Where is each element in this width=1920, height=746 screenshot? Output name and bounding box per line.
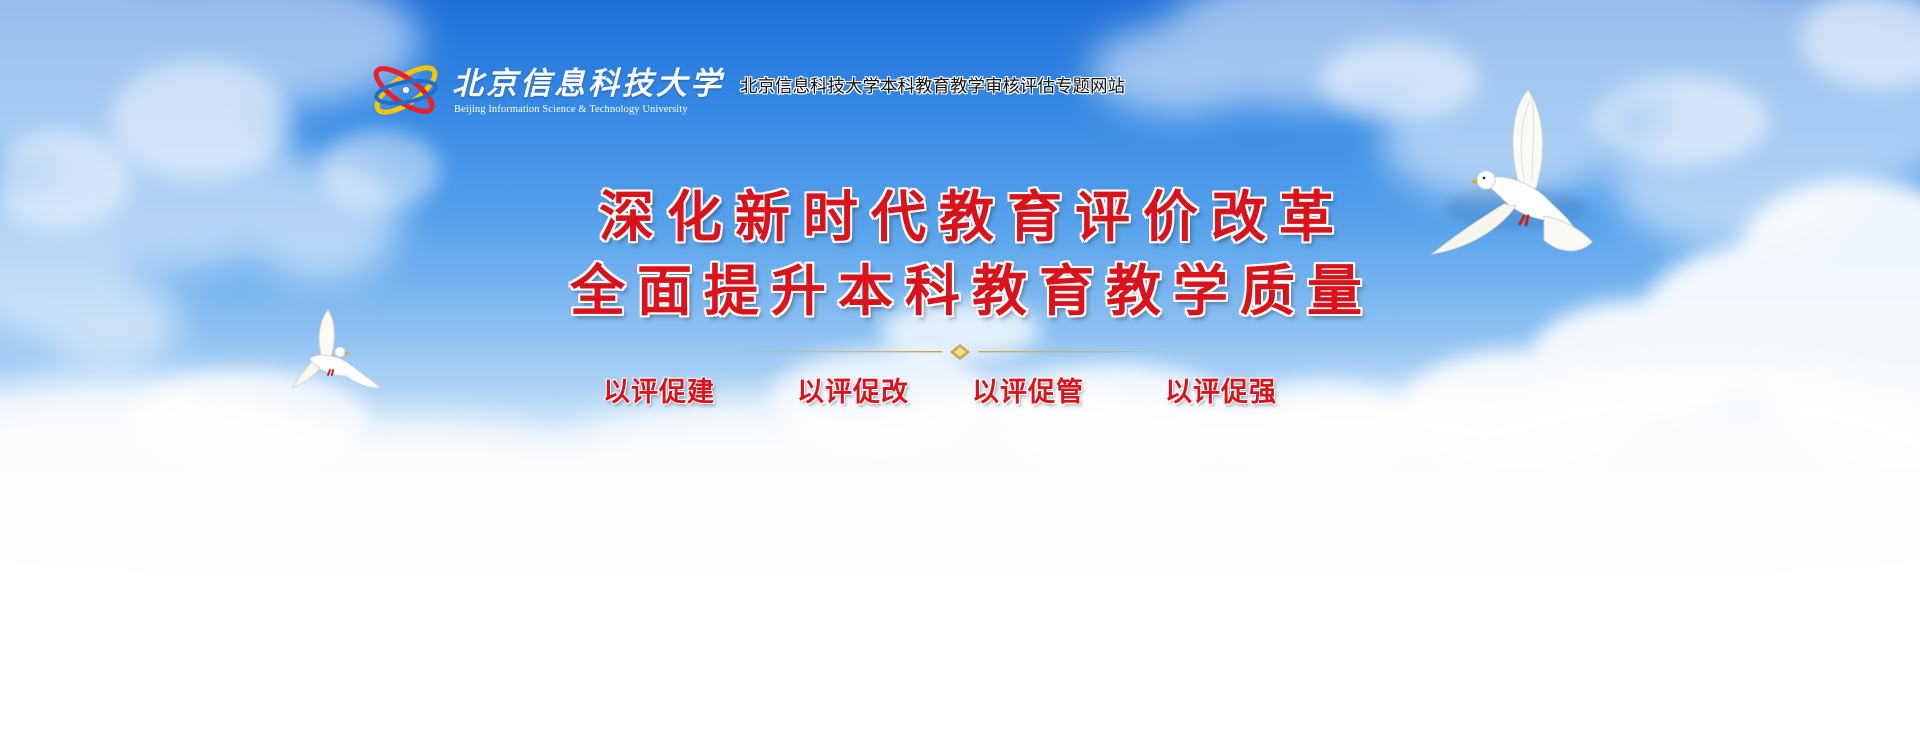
headline-line-1: 深化新时代教育评价改革 (598, 184, 1347, 249)
university-logo-english: Beijing Information Science & Technology… (454, 104, 688, 115)
slogan-4: 以评促强 (1165, 377, 1277, 408)
slogan-3: 以评促管 (972, 377, 1084, 408)
dove-icon (1430, 89, 1593, 255)
university-emblem-icon (373, 65, 438, 115)
slogan-1: 以评促建 (603, 377, 715, 408)
diamond-divider-icon (720, 344, 1200, 360)
headline-line-2: 全面提升本科教育教学质量 (569, 258, 1374, 323)
site-title: 北京信息科技大学本科教育教学审核评估专题网站 (740, 77, 1125, 97)
dove-icon (290, 309, 382, 389)
slogan-2: 以评促改 (797, 377, 909, 408)
university-logo-text: 北京信息科技大学 (452, 66, 724, 102)
